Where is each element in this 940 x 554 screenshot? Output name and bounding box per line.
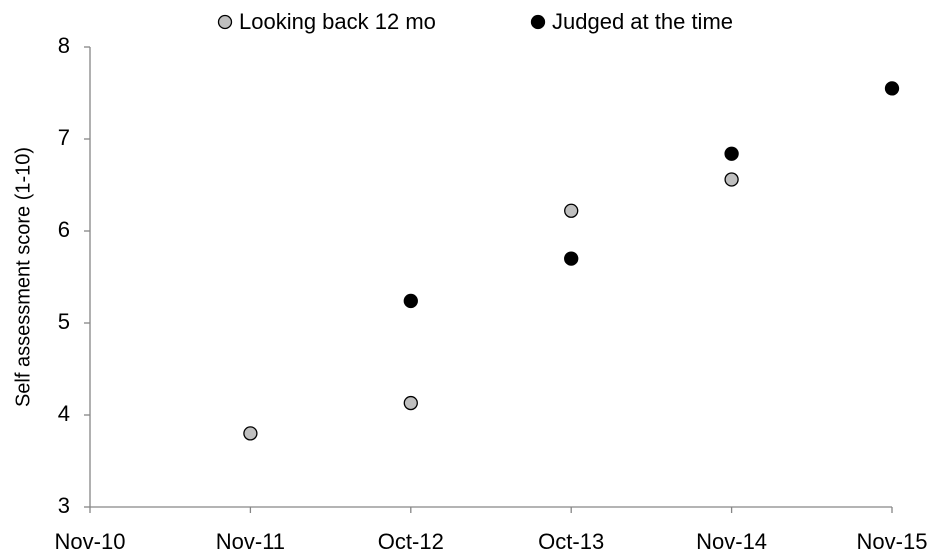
legend-marker	[530, 14, 546, 30]
x-tick-label: Nov-14	[696, 529, 767, 554]
x-tick-label: Nov-10	[55, 529, 126, 554]
legend-label: Looking back 12 mo	[239, 9, 436, 34]
x-tick-label: Oct-13	[538, 529, 604, 554]
point	[403, 395, 418, 411]
point	[564, 203, 579, 218]
point	[564, 251, 579, 266]
point	[884, 81, 900, 96]
y-tick-label: 6	[58, 217, 70, 242]
y-tick-label: 5	[58, 309, 70, 334]
x-tick-label: Oct-12	[378, 529, 444, 554]
point	[724, 146, 739, 161]
y-tick-label: 8	[58, 33, 70, 58]
y-axis-label: Self assessment score (1-10)	[12, 147, 34, 407]
legend-label: Judged at the time	[552, 9, 733, 34]
point	[403, 293, 418, 309]
y-tick-label: 7	[58, 125, 70, 150]
x-tick-label: Nov-15	[857, 529, 928, 554]
y-tick-label: 3	[58, 493, 70, 518]
legend-marker	[217, 14, 233, 30]
y-tick-label: 4	[58, 401, 70, 426]
x-tick-label: Nov-11	[216, 529, 285, 554]
point	[243, 426, 258, 441]
point	[724, 172, 739, 187]
